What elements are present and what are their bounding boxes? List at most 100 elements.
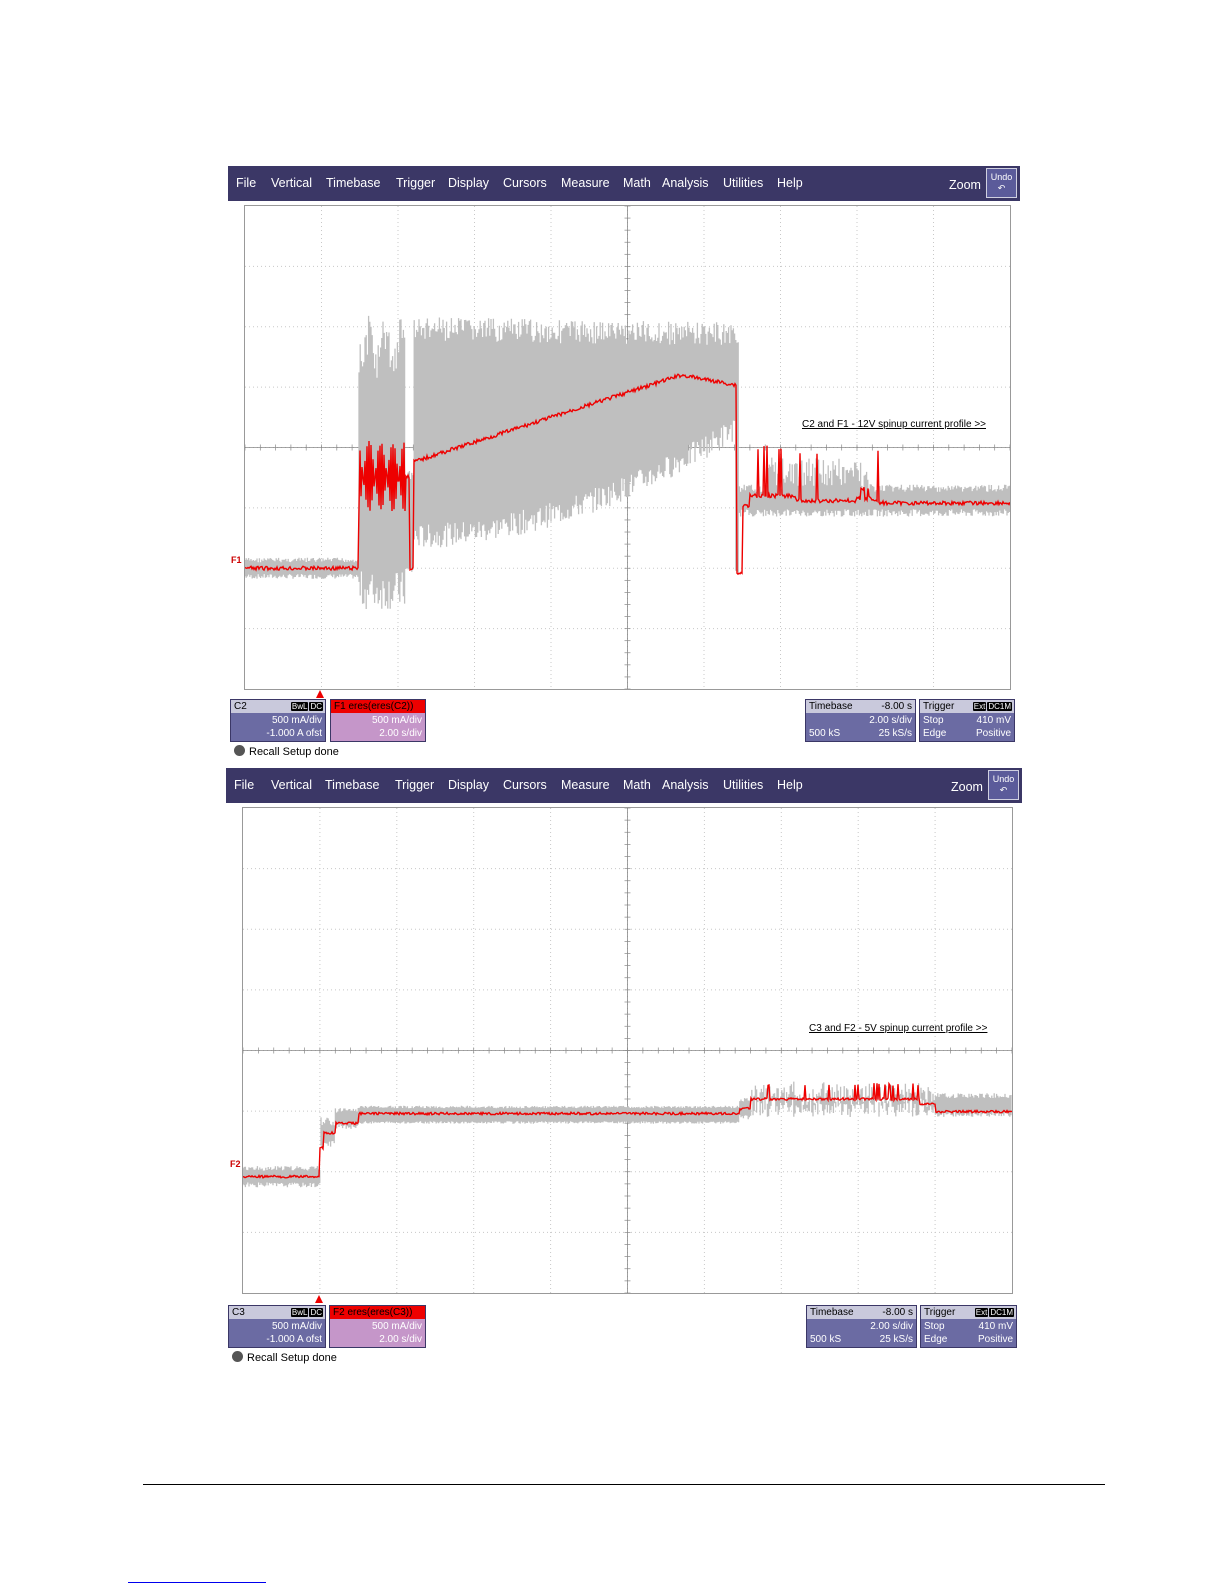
scope-screenshot-1: File Vertical Timebase Trigger Display C… xyxy=(228,166,1020,766)
math-descriptor[interactable]: F2 eres(eres(C3)) 500 mA/div 2.00 s/div xyxy=(329,1305,426,1348)
zoom-label[interactable]: Zoom xyxy=(949,178,981,192)
menu-timebase[interactable]: Timebase xyxy=(326,176,381,190)
trigger-mode: Stop xyxy=(923,715,944,726)
timebase-delay: -8.00 s xyxy=(881,701,912,712)
undo-label: Undo xyxy=(992,774,1015,784)
timebase-samples: 500 kS xyxy=(810,1334,842,1345)
menu-math[interactable]: Math xyxy=(623,176,651,190)
timebase-label: Timebase xyxy=(810,1307,854,1318)
timebase-samples: 500 kS xyxy=(809,728,841,739)
menu-math[interactable]: Math xyxy=(623,778,651,792)
status-message: Recall Setup done xyxy=(234,745,339,758)
menu-utilities[interactable]: Utilities xyxy=(723,778,764,792)
trigger-source-badge: Ext xyxy=(972,702,987,711)
math-trace-marker: F2 xyxy=(230,1159,241,1169)
undo-button[interactable]: Undo ↶ xyxy=(988,770,1019,800)
menu-display[interactable]: Display xyxy=(448,176,489,190)
menu-vertical[interactable]: Vertical xyxy=(271,778,312,792)
channel-name: C2 xyxy=(234,701,247,712)
math-title: F2 eres(eres(C3)) xyxy=(333,1307,413,1318)
menu-file[interactable]: File xyxy=(236,176,257,190)
menu-cursors[interactable]: Cursors xyxy=(503,778,547,792)
trigger-descriptor[interactable]: Trigger Ext DC1M Stop 410 mV Edge Positiv… xyxy=(919,699,1015,742)
math-scale: 500 mA/div xyxy=(371,715,422,726)
math-title: F1 eres(eres(C2)) xyxy=(334,701,414,712)
bandwidth-limit-badge: BwL xyxy=(290,1308,309,1317)
trigger-coupling-badge: DC1M xyxy=(989,1308,1014,1317)
trigger-slope: Positive xyxy=(975,728,1011,739)
timebase-per-div: 2.00 s/div xyxy=(869,715,912,726)
channel-name: C3 xyxy=(232,1307,245,1318)
coupling-badge: DC xyxy=(309,702,323,711)
trigger-slope: Positive xyxy=(977,1334,1013,1345)
channel-descriptor[interactable]: C3 BwL DC 500 mA/div -1.000 A ofst xyxy=(228,1305,326,1348)
menu-help[interactable]: Help xyxy=(777,778,803,792)
menu-bar: File Vertical Timebase Trigger Display C… xyxy=(228,166,1020,201)
waveform-display xyxy=(245,206,1010,689)
trigger-level: 410 mV xyxy=(978,1321,1013,1332)
channel-descriptor[interactable]: C2 BwL DC 500 mA/div -1.000 A ofst xyxy=(230,699,326,742)
status-icon xyxy=(232,1351,243,1362)
waveform-grid[interactable] xyxy=(244,205,1011,690)
menu-file[interactable]: File xyxy=(234,778,255,792)
menu-vertical[interactable]: Vertical xyxy=(271,176,312,190)
undo-arrow-icon: ↶ xyxy=(999,785,1008,795)
trace-annotation: C2 and F1 - 12V spinup current profile >… xyxy=(802,419,986,430)
trigger-type: Edge xyxy=(924,1334,948,1345)
trigger-label: Trigger xyxy=(923,701,955,712)
bandwidth-limit-badge: BwL xyxy=(290,702,309,711)
status-text: Recall Setup done xyxy=(249,746,339,758)
trigger-source-badge: Ext xyxy=(974,1308,989,1317)
undo-arrow-icon: ↶ xyxy=(997,183,1006,193)
channel-scale: 500 mA/div xyxy=(271,715,322,726)
undo-button[interactable]: Undo ↶ xyxy=(986,168,1017,198)
menu-analysis[interactable]: Analysis xyxy=(662,176,709,190)
waveform-display xyxy=(243,808,1012,1293)
footer-link-underline xyxy=(128,1582,266,1583)
trigger-mode: Stop xyxy=(924,1321,945,1332)
math-time: 2.00 s/div xyxy=(379,1334,422,1345)
menu-measure[interactable]: Measure xyxy=(561,778,610,792)
footer-divider xyxy=(143,1484,1105,1485)
menu-help[interactable]: Help xyxy=(777,176,803,190)
math-descriptor[interactable]: F1 eres(eres(C2)) 500 mA/div 2.00 s/div xyxy=(330,699,426,742)
trigger-type: Edge xyxy=(923,728,947,739)
status-icon xyxy=(234,745,245,756)
timebase-label: Timebase xyxy=(809,701,853,712)
timebase-descriptor[interactable]: Timebase -8.00 s 2.00 s/div 500 kS 25 kS… xyxy=(806,1305,917,1348)
math-current-trace-f1 xyxy=(245,373,1010,576)
status-message: Recall Setup done xyxy=(232,1351,337,1364)
timebase-rate: 25 kS/s xyxy=(879,1334,913,1345)
timebase-per-div: 2.00 s/div xyxy=(870,1321,913,1332)
menu-utilities[interactable]: Utilities xyxy=(723,176,764,190)
menu-measure[interactable]: Measure xyxy=(561,176,610,190)
waveform-grid[interactable] xyxy=(242,807,1013,1294)
menu-timebase[interactable]: Timebase xyxy=(325,778,380,792)
timebase-descriptor[interactable]: Timebase -8.00 s 2.00 s/div 500 kS 25 kS… xyxy=(805,699,916,742)
trigger-label: Trigger xyxy=(924,1307,956,1318)
scope-screenshot-2: File Vertical Timebase Trigger Display C… xyxy=(226,768,1022,1368)
status-text: Recall Setup done xyxy=(247,1352,337,1364)
menu-trigger[interactable]: Trigger xyxy=(395,778,435,792)
menu-display[interactable]: Display xyxy=(448,778,489,792)
menu-cursors[interactable]: Cursors xyxy=(503,176,547,190)
zoom-label[interactable]: Zoom xyxy=(951,780,983,794)
coupling-badge: DC xyxy=(309,1308,323,1317)
trigger-position-marker xyxy=(315,1295,323,1303)
trigger-position-marker xyxy=(316,690,324,698)
timebase-delay: -8.00 s xyxy=(882,1307,913,1318)
undo-label: Undo xyxy=(990,172,1013,182)
trigger-level: 410 mV xyxy=(976,715,1011,726)
trace-annotation: C3 and F2 - 5V spinup current profile >> xyxy=(809,1023,988,1034)
menu-bar: File Vertical Timebase Trigger Display C… xyxy=(226,768,1022,803)
channel-offset: -1.000 A ofst xyxy=(266,1334,322,1345)
timebase-rate: 25 kS/s xyxy=(878,728,912,739)
menu-trigger[interactable]: Trigger xyxy=(396,176,436,190)
channel-scale: 500 mA/div xyxy=(271,1321,322,1332)
menu-analysis[interactable]: Analysis xyxy=(662,778,709,792)
trigger-descriptor[interactable]: Trigger Ext DC1M Stop 410 mV Edge Positiv… xyxy=(920,1305,1017,1348)
math-current-trace-f2 xyxy=(243,1081,1012,1179)
math-scale: 500 mA/div xyxy=(371,1321,422,1332)
math-time: 2.00 s/div xyxy=(379,728,422,739)
grid-lines xyxy=(243,808,1012,1293)
